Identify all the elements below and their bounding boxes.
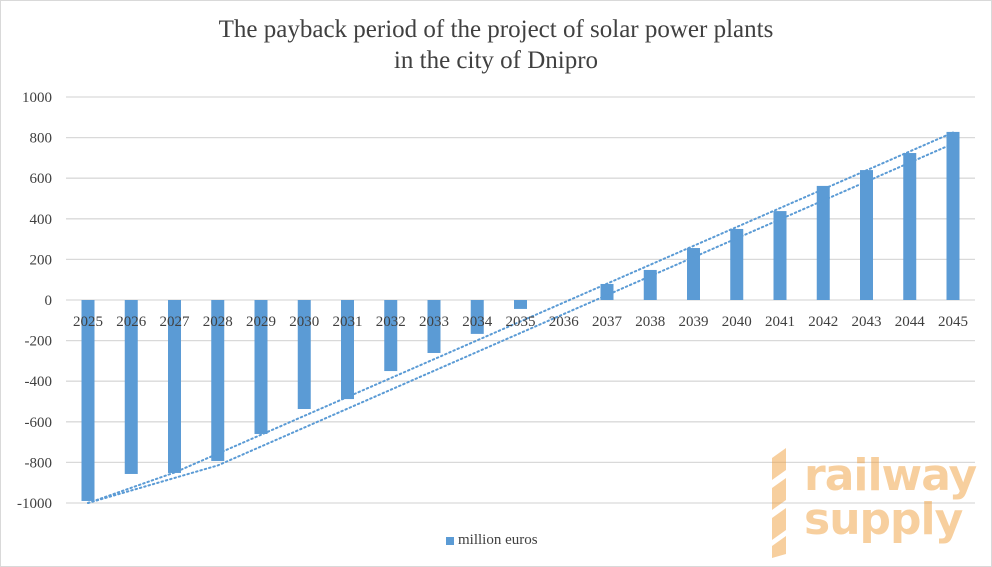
x-tick-label: 2030 xyxy=(289,314,319,330)
bar-2031 xyxy=(341,300,354,400)
x-tick-label: 2044 xyxy=(895,314,926,330)
bar-2037 xyxy=(600,283,614,300)
bar-2044 xyxy=(903,153,917,300)
y-tick-label: 200 xyxy=(30,252,53,268)
bar-2028 xyxy=(211,300,225,461)
bar-2039 xyxy=(687,248,700,300)
y-tick-label: 800 xyxy=(30,131,53,147)
chart-title: The payback period of the project of sol… xyxy=(0,14,992,76)
chart-title-line2: in the city of Dnipro xyxy=(393,47,599,74)
y-tick-label: -800 xyxy=(25,455,53,471)
logo-text-supply: supply xyxy=(804,494,963,545)
x-tick-label: 2034 xyxy=(462,314,493,330)
y-tick-label: -600 xyxy=(25,415,53,431)
x-tick-label: 2045 xyxy=(938,314,968,330)
x-tick-label: 2036 xyxy=(549,314,580,330)
y-tick-label: 400 xyxy=(30,212,53,228)
x-tick-label: 2027 xyxy=(160,314,191,330)
bar-2045 xyxy=(946,131,960,300)
bar-2032 xyxy=(384,300,398,372)
x-tick-label: 2039 xyxy=(679,314,709,330)
legend-swatch xyxy=(446,536,454,545)
x-tick-label: 2033 xyxy=(419,314,449,330)
x-tick-label: 2029 xyxy=(246,314,276,330)
logo-stripes-icon xyxy=(772,448,786,558)
legend-label: million euros xyxy=(458,532,538,548)
y-tick-label: 1000 xyxy=(22,90,52,106)
bar-2029 xyxy=(254,300,268,434)
bar-2034 xyxy=(470,300,484,334)
x-tick-label: 2037 xyxy=(592,314,623,330)
bar-2026 xyxy=(124,300,138,474)
bar-2043 xyxy=(860,170,873,300)
x-tick-label: 2025 xyxy=(73,314,103,330)
railway-supply-logo: railway supply xyxy=(768,448,983,558)
x-tick-label: 2035 xyxy=(506,314,536,330)
legend: million euros xyxy=(446,532,538,549)
x-tick-label: 2026 xyxy=(116,314,147,330)
x-tick-label: 2031 xyxy=(333,314,363,330)
x-tick-label: 2043 xyxy=(852,314,882,330)
x-tick-label: 2042 xyxy=(808,314,838,330)
bar-2041 xyxy=(773,211,787,300)
x-tick-label: 2040 xyxy=(722,314,752,330)
y-tick-label: 0 xyxy=(45,293,53,309)
bar-2030 xyxy=(297,300,311,410)
x-tick-label: 2038 xyxy=(635,314,665,330)
x-tick-label: 2028 xyxy=(203,314,233,330)
x-tick-label: 2032 xyxy=(376,314,406,330)
bar-2025 xyxy=(81,300,95,501)
logo-text-railway: railway xyxy=(804,450,977,501)
bar-2033 xyxy=(427,300,441,353)
bar-2027 xyxy=(168,300,181,473)
bar-2042 xyxy=(816,185,830,300)
chart-title-line1: The payback period of the project of sol… xyxy=(218,16,774,43)
trendline-1 xyxy=(87,131,954,504)
bar-2035 xyxy=(514,300,527,309)
y-tick-label: -400 xyxy=(25,374,53,390)
y-tick-label: -200 xyxy=(25,334,53,350)
y-tick-label: -1000 xyxy=(17,496,52,512)
trendline-2 xyxy=(87,142,954,504)
y-tick-label: 600 xyxy=(30,171,53,187)
bar-2040 xyxy=(730,228,744,300)
x-tick-label: 2041 xyxy=(765,314,795,330)
